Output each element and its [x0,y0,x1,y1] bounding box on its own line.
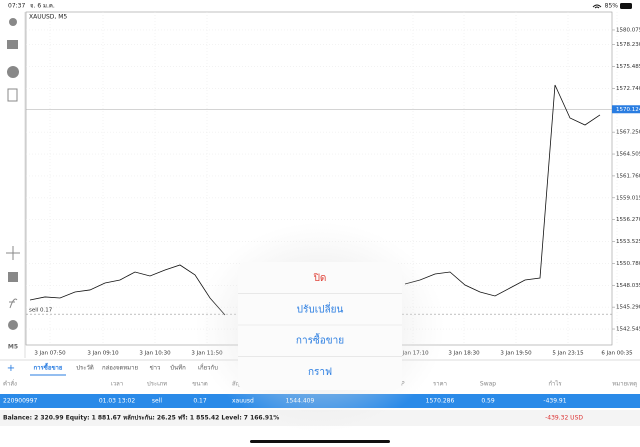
cell: 01.03 13:02 [99,398,136,405]
y-tick-label: 1556.270 [616,217,640,223]
y-tick-label: 1559.015 [616,195,640,201]
icon-objects[interactable] [8,320,18,330]
timeframe[interactable]: M5 [8,344,18,351]
y-tick-label: 1545.290 [616,305,640,311]
x-tick-label: 3 Jan 19:50 [500,351,532,357]
status-date: จ. 6 ม.ค. [30,3,55,10]
order-label: sell 0.17 [29,308,53,314]
column-header: กำไร [548,380,562,388]
y-tick-label: 1572.740 [616,86,640,92]
y-tick-label: 1561.760 [616,173,640,179]
price-label: 1570.124 [616,107,640,113]
icon-account[interactable] [9,18,17,26]
y-tick-label: 1553.525 [616,239,640,245]
y-tick-label: 1542.545 [616,327,640,333]
balance: Balance: 2 320.99 Equity: 1 881.67 หลักป… [3,414,279,422]
add-button[interactable]: + [7,363,15,374]
tab[interactable]: บันทึก [170,365,186,372]
cell: sell [152,398,162,405]
x-tick-label: 3 Jan 07:50 [34,351,66,357]
tab[interactable]: กล่องจดหมาย [102,365,138,372]
column-header: เวลา [111,381,123,388]
icon-crosshair[interactable] [6,246,20,260]
y-tick-label: 1580.075 [616,27,640,33]
tab[interactable]: ประวัติ [76,365,94,372]
column-header: ราคา [433,381,447,388]
x-tick-label: 5 Jan 23:15 [552,351,584,357]
symbol: XAUUSD, M5 [29,14,67,21]
icon-new[interactable] [7,88,18,102]
x-tick-label: 3 Jan 10:30 [139,351,171,357]
total-profit: -439.32 USD [545,415,583,422]
status-time: 07:37 [8,3,25,10]
status-battery: 85% [605,3,619,10]
price-tag [612,105,640,114]
column-header: Swap [480,381,496,388]
y-tick-label: 1567.250 [616,130,640,136]
column-header: คำสั่ง [3,380,17,388]
icon-indicator[interactable] [9,298,18,309]
tab[interactable]: ข่าว [150,365,161,372]
battery-icon [620,3,632,9]
cell: 1570.286 [426,398,455,405]
popup-item[interactable]: ปิด [313,273,326,284]
icon-candles[interactable] [8,272,18,282]
x-tick-label: 6 Jan 00:35 [601,351,633,357]
y-tick-label: 1575.485 [616,64,640,70]
wifi-icon [592,4,602,9]
cell: 220900997 [3,398,38,405]
y-tick-label: 1564.505 [616,152,640,158]
cell: -439.91 [543,398,566,405]
cell: 0.17 [193,398,207,405]
icon-trade[interactable] [7,40,18,49]
tab[interactable]: การซื้อขาย [34,362,63,372]
icon-chat[interactable] [7,66,19,78]
y-tick-label: 1548.035 [616,283,640,289]
price-line-series [29,84,601,316]
popup-item[interactable]: การซื้อขาย [296,333,344,347]
y-tick-label: 1550.780 [616,261,640,267]
home-indicator [250,440,390,443]
popup-item[interactable]: ปรับเปลี่ยน [297,301,344,315]
x-tick-label: 3 Jan 18:30 [448,351,480,357]
popup-item[interactable]: กราฟ [308,367,332,378]
cell: 0.59 [481,398,495,405]
y-tick-label: 1578.230 [616,42,640,48]
column-header: ขนาด [192,381,208,388]
column-header: หมายเหตุ [612,381,637,388]
x-tick-label: 3 Jan 09:10 [87,351,119,357]
column-header: ประเภท [147,381,167,388]
toolbar [6,18,20,330]
